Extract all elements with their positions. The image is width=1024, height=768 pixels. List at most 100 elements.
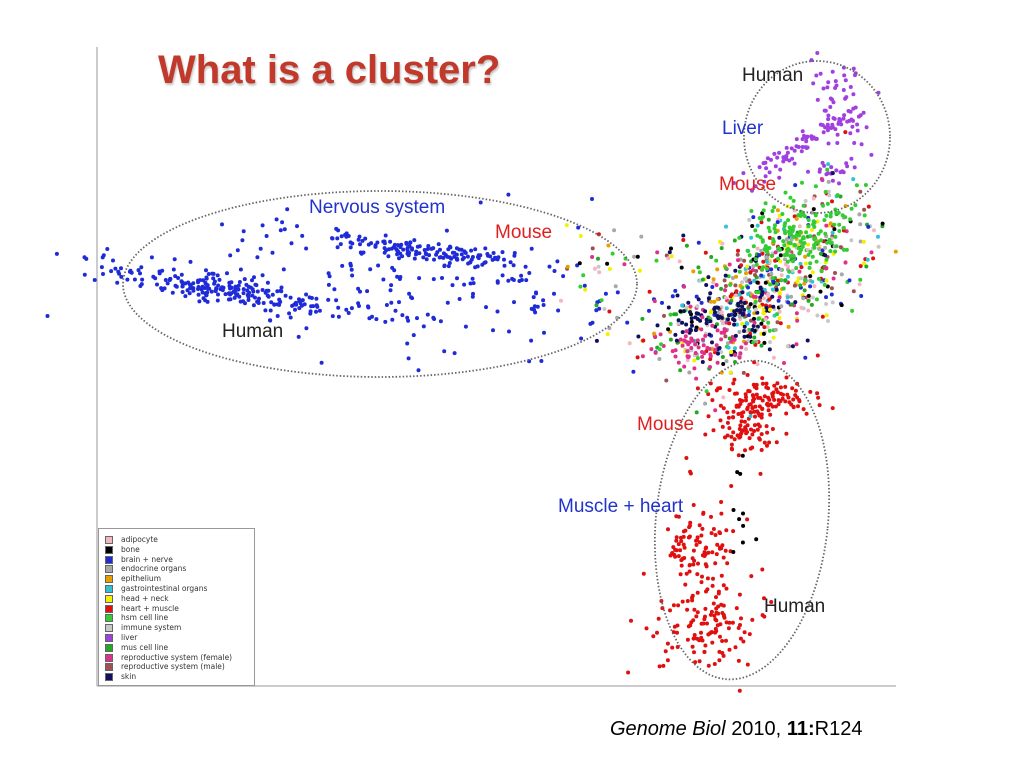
- scatter-point: [789, 146, 794, 151]
- scatter-point: [849, 238, 854, 243]
- scatter-point: [748, 302, 753, 307]
- scatter-point: [441, 251, 446, 256]
- scatter-point: [711, 277, 716, 282]
- scatter-point: [750, 327, 755, 332]
- scatter-point: [454, 252, 459, 257]
- legend-label: mus cell line: [121, 642, 169, 652]
- scatter-point: [833, 127, 838, 132]
- scatter-point: [748, 334, 753, 339]
- scatter-point: [742, 334, 747, 339]
- legend-label: heart + muscle: [121, 603, 179, 613]
- scatter-point: [421, 255, 426, 260]
- scatter-point: [726, 274, 731, 279]
- scatter-point: [826, 319, 830, 323]
- scatter-point: [741, 370, 746, 375]
- scatter-point: [700, 574, 704, 579]
- scatter-point: [851, 289, 856, 294]
- scatter-point: [818, 251, 823, 256]
- scatter-point: [769, 157, 773, 162]
- scatter-point: [791, 224, 796, 229]
- scatter-point: [268, 318, 273, 323]
- scatter-point: [576, 225, 581, 230]
- scatter-point: [780, 396, 785, 401]
- scatter-point: [788, 254, 793, 259]
- scatter-point: [766, 294, 771, 299]
- scatter-point: [365, 289, 370, 294]
- scatter-point: [206, 272, 211, 276]
- scatter-point: [748, 270, 753, 275]
- scatter-point: [757, 298, 762, 303]
- scatter-point: [727, 647, 732, 652]
- scatter-point: [771, 279, 776, 284]
- scatter-point: [559, 298, 563, 303]
- scatter-point: [691, 562, 696, 567]
- scatter-point: [714, 283, 719, 287]
- scatter-point: [657, 357, 662, 361]
- scatter-point: [466, 261, 471, 266]
- scatter-point: [818, 289, 823, 294]
- scatter-point: [828, 214, 833, 219]
- scatter-point: [673, 354, 678, 359]
- scatter-point: [818, 167, 822, 172]
- scatter-point: [695, 636, 700, 641]
- scatter-point: [424, 257, 429, 262]
- scatter-point: [828, 249, 833, 254]
- scatter-point: [763, 174, 768, 179]
- scatter-point: [719, 310, 724, 315]
- scatter-point: [806, 252, 811, 257]
- scatter-point: [733, 293, 738, 298]
- scatter-point: [819, 177, 824, 181]
- scatter-point: [714, 595, 718, 600]
- scatter-point: [719, 337, 724, 342]
- scatter-point: [808, 234, 813, 239]
- scatter-point: [753, 299, 758, 304]
- scatter-point: [729, 442, 734, 447]
- scatter-point: [778, 247, 782, 252]
- scatter-point: [738, 310, 743, 315]
- scatter-point: [821, 130, 826, 135]
- scatter-point: [187, 282, 192, 287]
- scatter-point: [808, 249, 813, 254]
- scatter-point: [105, 247, 110, 251]
- scatter-point: [824, 257, 829, 262]
- legend-swatch: [105, 565, 113, 574]
- scatter-point: [741, 312, 745, 317]
- scatter-point: [241, 229, 246, 234]
- scatter-point: [667, 250, 672, 255]
- scatter-point: [789, 237, 794, 242]
- scatter-point: [725, 561, 730, 566]
- scatter-point: [736, 258, 740, 263]
- scatter-point: [731, 381, 736, 386]
- scatter-point: [741, 511, 745, 516]
- scatter-point: [687, 563, 692, 568]
- scatter-point: [542, 330, 546, 335]
- scatter-point: [507, 329, 511, 334]
- scatter-point: [179, 272, 184, 277]
- scatter-point: [761, 296, 766, 301]
- scatter-point: [696, 265, 701, 270]
- scatter-point: [676, 603, 681, 608]
- scatter-point: [356, 301, 361, 306]
- scatter-point: [731, 550, 736, 554]
- scatter-point: [765, 402, 769, 407]
- scatter-point: [679, 558, 684, 563]
- scatter-point: [820, 314, 825, 319]
- scatter-point: [750, 188, 754, 193]
- scatter-point: [775, 320, 780, 325]
- scatter-point: [437, 255, 442, 260]
- scatter-point: [651, 634, 656, 639]
- scatter-point: [263, 290, 268, 295]
- scatter-point: [681, 529, 686, 534]
- scatter-point: [730, 276, 735, 280]
- scatter-point: [392, 242, 397, 247]
- scatter-point: [825, 128, 830, 133]
- scatter-point: [452, 254, 457, 259]
- scatter-point: [824, 295, 828, 300]
- scatter-point: [99, 265, 104, 270]
- scatter-point: [793, 183, 798, 188]
- scatter-point: [842, 247, 846, 252]
- scatter-point: [813, 236, 818, 241]
- scatter-point: [444, 228, 449, 233]
- scatter-point: [806, 242, 810, 247]
- scatter-point: [826, 189, 831, 194]
